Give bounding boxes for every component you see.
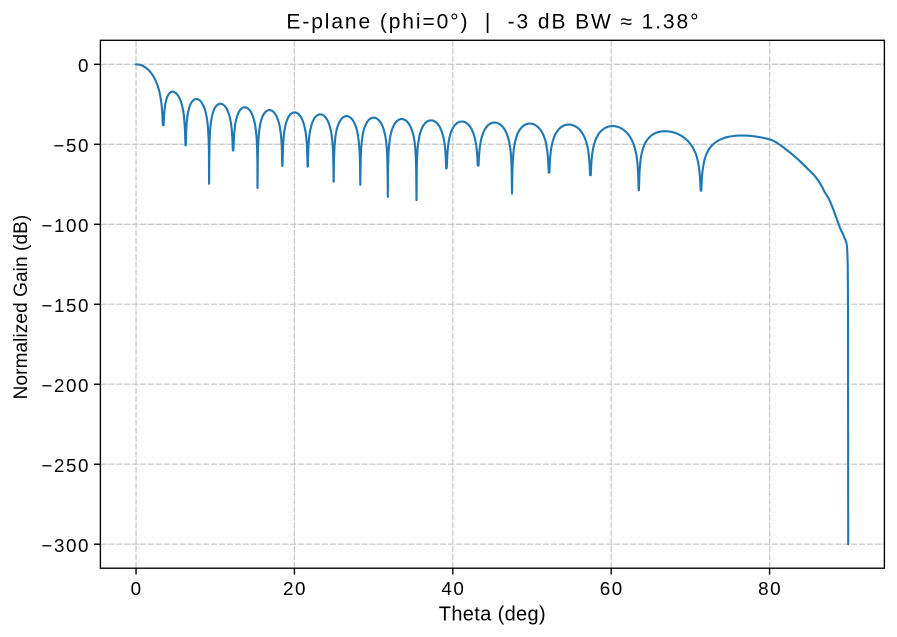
- svg-text:−50: −50: [53, 135, 90, 156]
- svg-text:40: 40: [441, 578, 465, 599]
- svg-text:0: 0: [131, 578, 143, 599]
- svg-text:Theta (deg): Theta (deg): [439, 604, 546, 626]
- svg-text:80: 80: [758, 578, 782, 599]
- svg-text:−150: −150: [41, 295, 90, 316]
- svg-text:−100: −100: [41, 215, 90, 236]
- svg-text:−300: −300: [41, 535, 90, 556]
- svg-text:20: 20: [283, 578, 307, 599]
- svg-text:−200: −200: [41, 375, 90, 396]
- svg-text:Normalized Gain (dB): Normalized Gain (dB): [11, 215, 32, 400]
- svg-text:60: 60: [600, 578, 624, 599]
- svg-text:0: 0: [78, 55, 90, 76]
- svg-text:−250: −250: [41, 455, 90, 476]
- svg-text:E-plane (phi=0°) | -3 dB BW: E-plane (phi=0°) | -3 dB BW ≈ 1.38°: [286, 11, 700, 34]
